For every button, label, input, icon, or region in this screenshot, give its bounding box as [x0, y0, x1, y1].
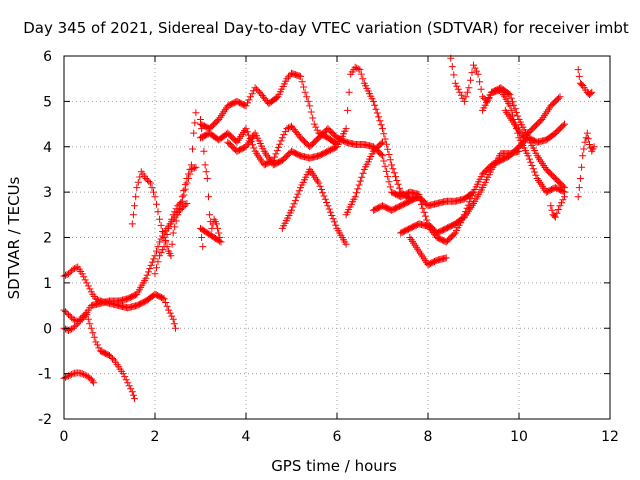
series-trace-16: [447, 54, 568, 192]
series-markers: [574, 66, 596, 99]
y-tick-label: 4: [43, 140, 52, 156]
y-tick-label: -2: [38, 412, 52, 428]
series-markers: [197, 116, 225, 251]
series-markers: [278, 165, 350, 248]
series-trace-18: [501, 93, 564, 142]
series-trace-12: [342, 138, 386, 219]
y-tick-label: 5: [43, 94, 52, 110]
series-markers: [447, 54, 568, 192]
series-markers: [501, 93, 564, 142]
series-trace-21: [574, 129, 598, 201]
series-markers: [60, 369, 98, 387]
series-markers: [479, 86, 568, 196]
y-tick-label: 2: [43, 231, 52, 247]
x-axis-label: GPS time / hours: [271, 457, 397, 475]
series-trace-6: [151, 163, 200, 278]
series-markers: [197, 122, 423, 201]
x-tick-label: 2: [151, 429, 160, 445]
x-tick-label: 8: [424, 429, 433, 445]
series-trace-5: [128, 109, 200, 260]
y-tick-label: 3: [43, 185, 52, 201]
series-markers: [406, 234, 450, 269]
grid-lines: [64, 56, 610, 419]
y-axis-label: SDTVAR / TECUs: [5, 176, 23, 299]
y-tick-label: 6: [43, 49, 52, 65]
data-points: [60, 54, 598, 403]
x-tick-label: 0: [60, 429, 69, 445]
series-markers: [151, 163, 200, 278]
series-trace-19: [547, 193, 568, 221]
series-trace-17: [479, 86, 568, 196]
series-markers: [574, 129, 598, 201]
chart-title: Day 345 of 2021, Sidereal Day-to-day VTE…: [23, 19, 629, 37]
series-trace-14: [406, 234, 450, 269]
x-tick-label: 6: [333, 429, 342, 445]
series-trace-10: [224, 63, 477, 210]
series-trace-1: [60, 369, 98, 387]
x-tick-label: 12: [601, 429, 619, 445]
series-trace-7: [197, 116, 225, 251]
y-tick-label: 1: [43, 276, 52, 292]
y-tick-label: -1: [38, 367, 52, 383]
y-tick-label: 0: [43, 321, 52, 337]
series-markers: [342, 138, 386, 219]
series-markers: [60, 306, 138, 403]
series-markers: [547, 193, 568, 221]
series-markers: [369, 147, 523, 237]
x-tick-label: 4: [242, 429, 251, 445]
series-trace-11: [278, 165, 350, 248]
series-markers: [224, 63, 477, 210]
series-trace-9: [197, 122, 423, 201]
series-markers: [128, 109, 200, 260]
series-trace-13: [369, 147, 523, 237]
series-trace-20: [574, 66, 596, 99]
x-tick-label: 10: [510, 429, 528, 445]
series-trace-3: [60, 306, 138, 403]
